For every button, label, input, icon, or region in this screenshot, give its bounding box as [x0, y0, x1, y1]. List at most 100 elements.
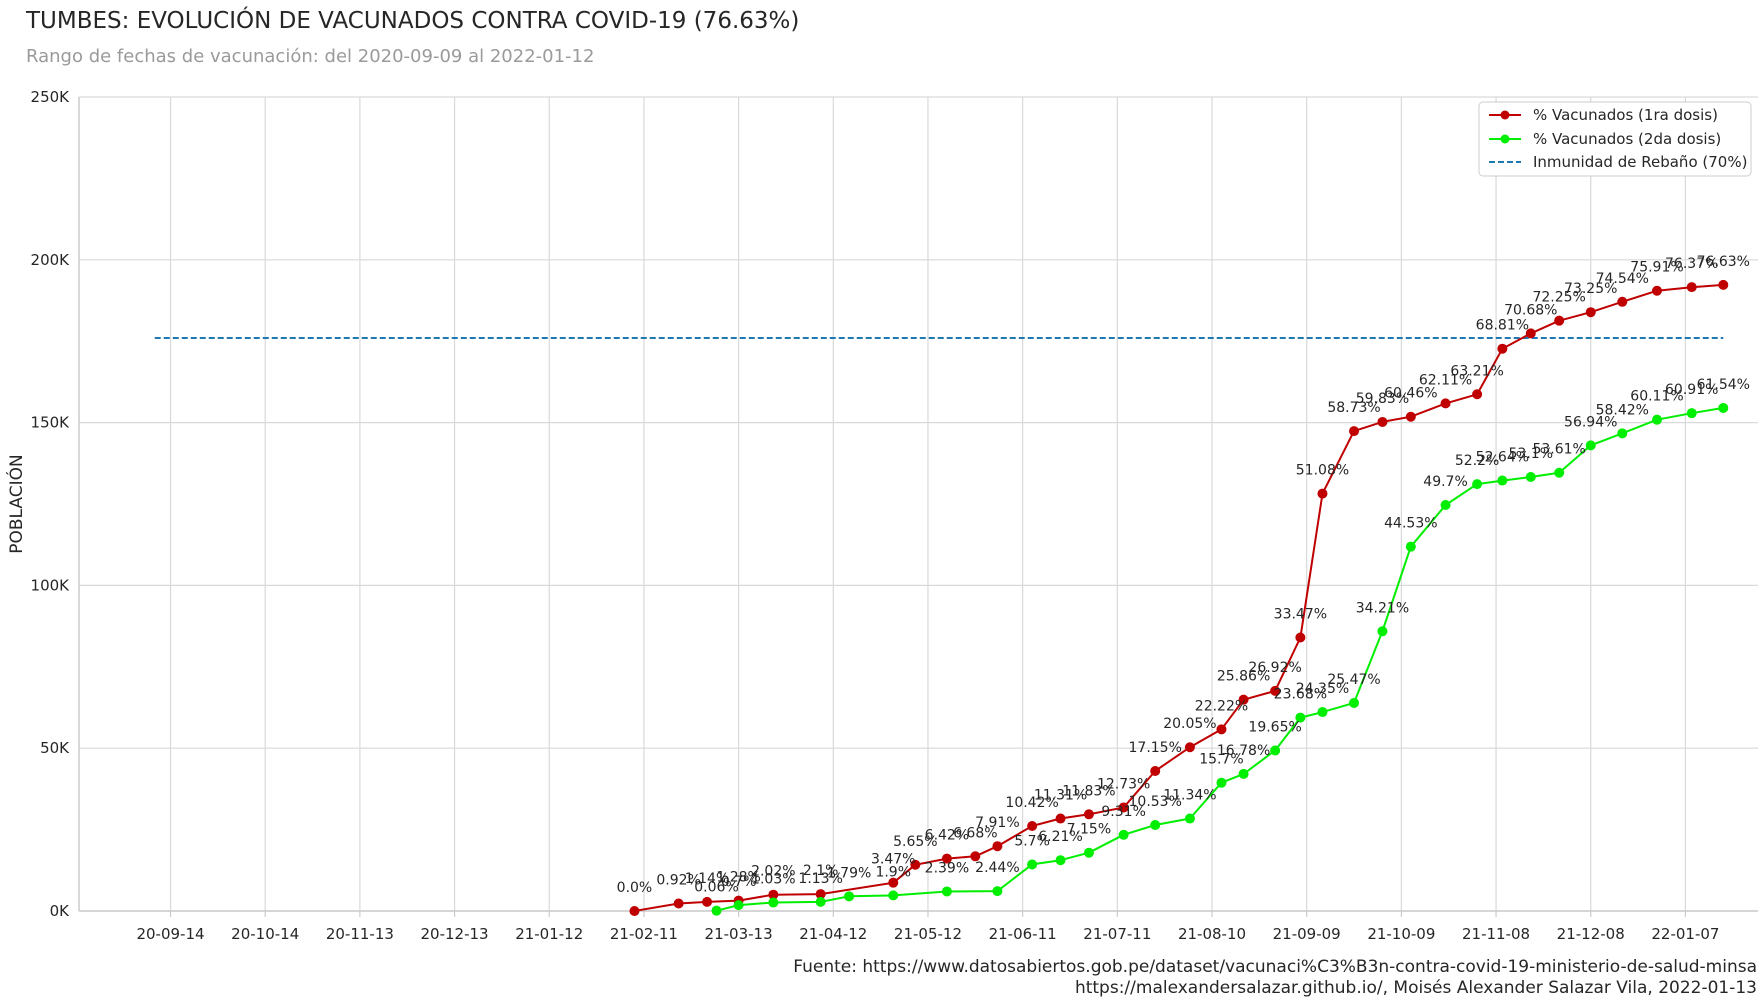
x-tick-labels: 20-09-14 20-10-14 20-11-13 20-12-13 21-01-12…	[136, 925, 1719, 943]
data-point	[629, 906, 640, 916]
data-label: 52.2%	[1455, 453, 1499, 469]
data-label: 2.39%	[925, 860, 969, 876]
data-point	[1150, 820, 1161, 831]
y-tick-label: 250K	[31, 88, 71, 106]
data-label: 10.53%	[1129, 794, 1182, 810]
source-line-1: Fuente: https://www.datosabiertos.gob.pe…	[793, 957, 1757, 977]
data-label: 24.35%	[1296, 681, 1349, 697]
data-label: 58.73%	[1327, 400, 1380, 416]
data-label: 76.63%	[1697, 254, 1750, 270]
data-point	[888, 877, 899, 888]
data-point	[1083, 847, 1094, 858]
x-tick-label: 20-12-13	[421, 925, 489, 943]
data-label: 19.65%	[1248, 719, 1301, 735]
data-point	[1718, 279, 1729, 290]
data-point	[1238, 694, 1249, 705]
data-label: 16.78%	[1217, 743, 1270, 759]
data-point	[1617, 296, 1628, 307]
data-point	[711, 905, 722, 916]
data-label: 22.22%	[1195, 698, 1248, 714]
data-label: 11.83%	[1062, 783, 1115, 799]
data-point	[1440, 499, 1451, 510]
data-label: 60.91%	[1665, 382, 1718, 398]
y-axis-label: POBLACIÓN	[5, 454, 27, 553]
y-tick-label: 50K	[40, 739, 70, 757]
x-tick-label: 21-09-09	[1273, 925, 1341, 943]
data-point	[1184, 813, 1195, 824]
data-label: 1.14%	[685, 871, 729, 887]
data-label: 1.9%	[875, 864, 911, 880]
data-point	[1472, 479, 1483, 490]
data-label: 72.25%	[1532, 290, 1585, 306]
x-tick-label: 21-05-12	[894, 925, 962, 943]
data-label: 60.11%	[1630, 389, 1683, 405]
data-point	[910, 859, 921, 870]
data-label: 44.53%	[1384, 516, 1437, 532]
data-label: 74.54%	[1596, 271, 1649, 287]
data-point	[970, 851, 981, 862]
chart-subtitle: Rango de fechas de vacunación: del 2020-…	[26, 46, 594, 67]
data-label: 52.64%	[1476, 450, 1529, 466]
data-label: 6.68%	[953, 825, 997, 841]
data-label: 73.25%	[1564, 281, 1617, 297]
data-label: 0.0%	[617, 880, 653, 896]
x-tick-label: 21-07-11	[1083, 925, 1151, 943]
data-label: 26.92%	[1248, 660, 1301, 676]
data-label: 0.7%	[721, 874, 757, 890]
data-point	[1472, 389, 1483, 400]
data-label: 3.47%	[871, 852, 915, 868]
data-label: 68.81%	[1476, 318, 1529, 334]
data-point	[1525, 471, 1536, 482]
data-point	[1317, 488, 1328, 499]
data-point	[1585, 440, 1596, 451]
data-point	[1718, 402, 1729, 413]
data-label: 33.47%	[1274, 606, 1327, 622]
data-label: 6.21%	[1038, 829, 1082, 845]
data-label: 2.44%	[975, 860, 1019, 876]
data-point	[1617, 428, 1628, 439]
x-tick-label: 20-11-13	[326, 925, 394, 943]
data-point	[1184, 742, 1195, 753]
series-line-1	[634, 283, 1724, 912]
data-point	[1652, 414, 1663, 425]
data-point	[673, 898, 684, 909]
data-point	[1405, 541, 1416, 552]
data-point	[1055, 855, 1066, 866]
data-label: 59.83%	[1356, 391, 1409, 407]
y-tick-label: 100K	[31, 576, 71, 594]
data-point	[1652, 285, 1663, 296]
chart-title: TUMBES: EVOLUCIÓN DE VACUNADOS CONTRA CO…	[25, 6, 799, 34]
x-tick-label: 21-03-13	[705, 925, 773, 943]
data-label: 76.37%	[1665, 256, 1718, 272]
data-label: 25.47%	[1327, 672, 1380, 688]
data-point	[815, 889, 826, 900]
data-point	[1686, 408, 1697, 419]
data-point	[768, 889, 779, 900]
data-label: 11.34%	[1163, 788, 1216, 804]
data-label: 7.15%	[1067, 822, 1111, 838]
data-label: 53.61%	[1532, 442, 1585, 458]
legend: % Vacunados (1ra dosis) % Vacunados (2da…	[1478, 101, 1752, 177]
data-point	[1027, 859, 1038, 870]
data-point	[1525, 328, 1536, 339]
x-tick-label: 21-01-12	[515, 925, 583, 943]
series	[629, 279, 1729, 916]
data-point	[1585, 307, 1596, 318]
data-label: 7.91%	[975, 815, 1019, 831]
data-label: 1.03%	[751, 872, 795, 888]
data-label: 1.13%	[798, 871, 842, 887]
data-point	[1497, 343, 1508, 354]
data-point	[1295, 632, 1306, 643]
data-label: 56.94%	[1564, 414, 1617, 430]
legend-label-1ra-dosis: % Vacunados (1ra dosis)	[1533, 106, 1718, 124]
data-point	[1497, 475, 1508, 486]
data-point	[1083, 809, 1094, 820]
data-label: 11.31%	[1034, 788, 1087, 804]
x-tick-label: 22-01-07	[1651, 925, 1719, 943]
data-point	[941, 886, 952, 897]
data-point	[888, 890, 899, 901]
data-label: 2.02%	[751, 864, 795, 880]
data-label: 1.28%	[716, 870, 760, 886]
data-point	[941, 853, 952, 864]
data-point	[1270, 745, 1281, 756]
